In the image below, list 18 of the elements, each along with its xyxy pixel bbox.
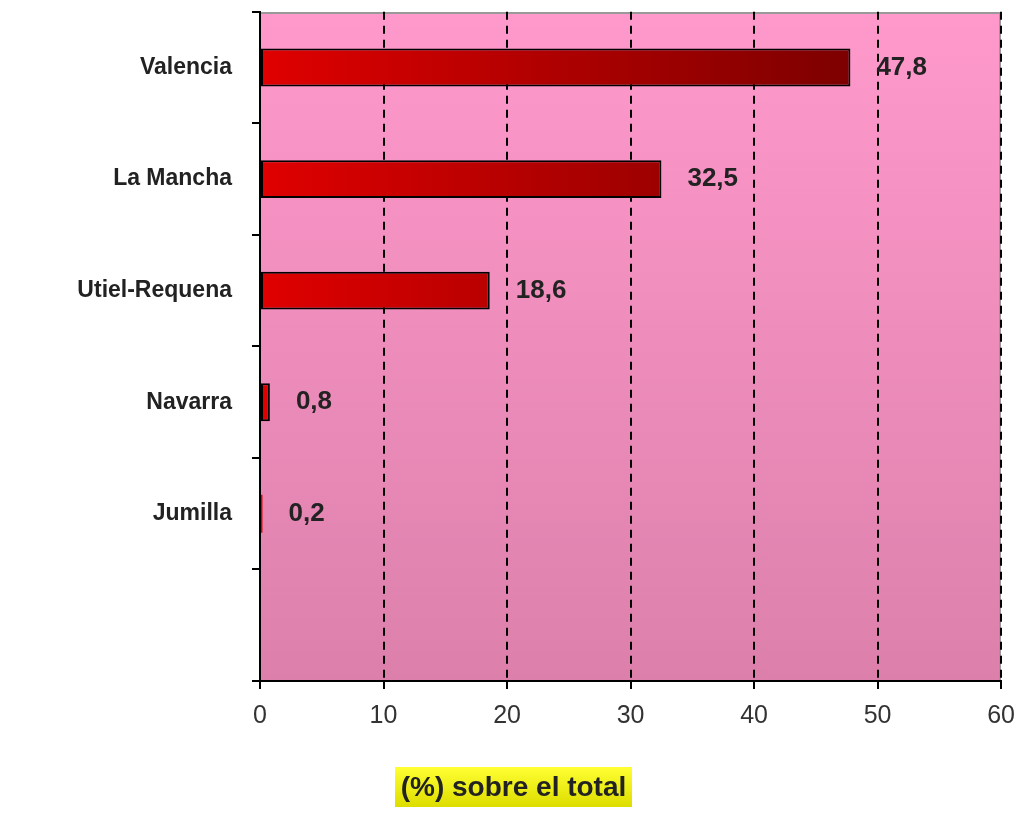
- data-label: 0,8: [295, 385, 333, 416]
- data-label: 32,5: [687, 162, 739, 193]
- data-label: 47,8: [876, 50, 928, 81]
- x-tick-label: 10: [369, 699, 398, 728]
- x-tick-label: 20: [493, 699, 521, 728]
- x-tick-label: 0: [253, 699, 267, 728]
- y-tick-label: Jumilla: [152, 499, 233, 526]
- data-label: 18,6: [515, 273, 567, 304]
- x-tick-label: 30: [616, 699, 645, 728]
- x-tick-label: 60: [987, 699, 1015, 728]
- y-tick-label: Navarra: [146, 387, 233, 414]
- x-axis-title: (%) sobre el total: [394, 767, 633, 807]
- y-tick-label: Utiel-Requena: [77, 275, 233, 302]
- x-tick-label: 40: [740, 699, 768, 728]
- data-label: 0,2: [288, 496, 325, 527]
- y-tick-label: La Mancha: [113, 164, 233, 191]
- x-tick-label: 50: [863, 699, 892, 728]
- y-tick-label: Valencia: [139, 52, 233, 79]
